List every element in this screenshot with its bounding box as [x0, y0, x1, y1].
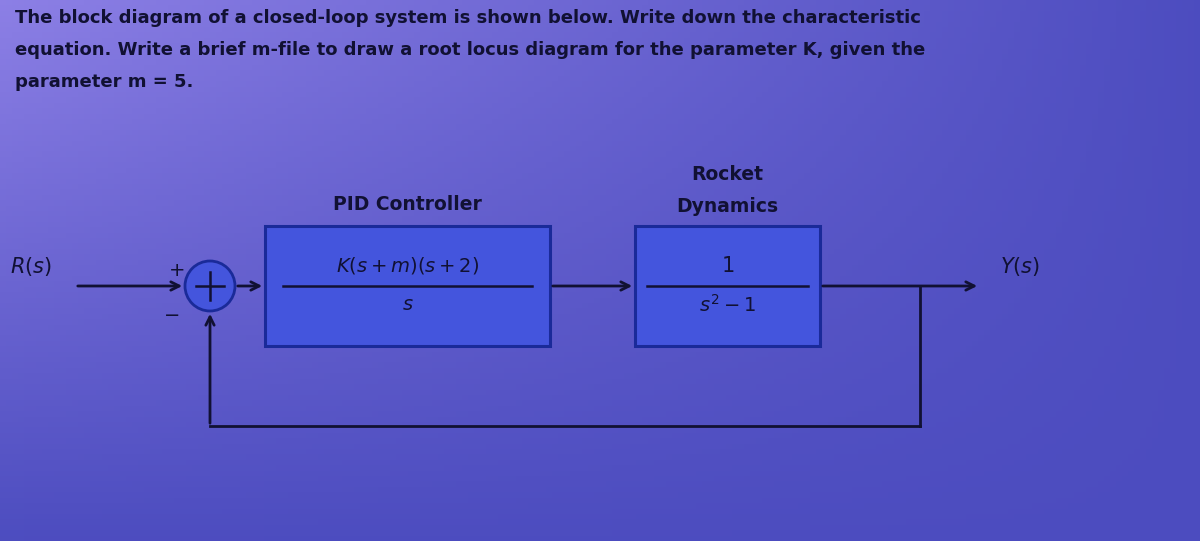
Text: $1$: $1$ [721, 256, 734, 276]
Bar [635, 226, 820, 346]
Text: −: − [164, 307, 181, 326]
Text: +: + [169, 261, 186, 280]
Text: Dynamics: Dynamics [677, 197, 779, 216]
Text: $s$: $s$ [402, 296, 413, 314]
Bar [265, 226, 550, 346]
Text: equation. Write a brief m-file to draw a root locus diagram for the parameter K,: equation. Write a brief m-file to draw a… [14, 41, 925, 59]
Text: The block diagram of a closed-loop system is shown below. Write down the charact: The block diagram of a closed-loop syste… [14, 9, 920, 27]
Text: $s^{2}-1$: $s^{2}-1$ [700, 294, 756, 316]
Text: parameter m = 5.: parameter m = 5. [14, 73, 193, 91]
Text: Rocket: Rocket [691, 165, 763, 184]
Text: $Y(s)$: $Y(s)$ [1000, 255, 1040, 278]
Text: PID Controller: PID Controller [334, 195, 482, 214]
Circle shape [185, 261, 235, 311]
Text: $R(s)$: $R(s)$ [10, 255, 52, 278]
Text: $K(s+m)(s+2)$: $K(s+m)(s+2)$ [336, 255, 479, 276]
